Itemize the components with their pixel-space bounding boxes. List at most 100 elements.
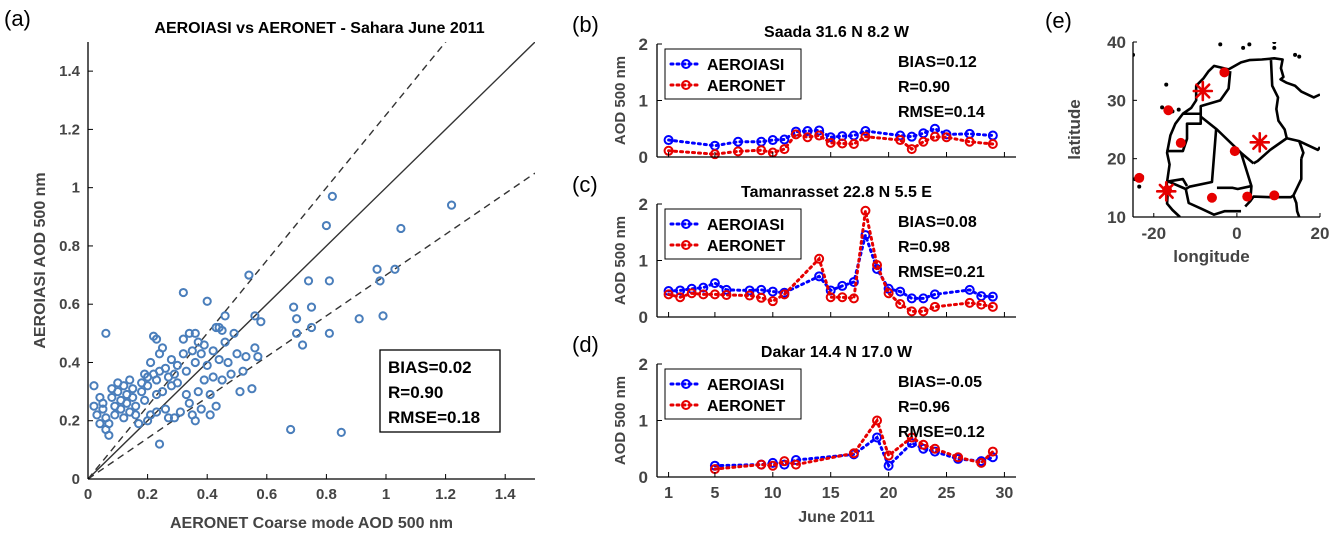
data-point bbox=[128, 384, 138, 394]
series-marker-aeroiasi bbox=[860, 126, 871, 137]
data-point bbox=[253, 352, 263, 362]
series-marker-aeronet bbox=[721, 289, 732, 300]
series-marker-aeroiasi bbox=[848, 276, 859, 287]
data-point bbox=[250, 343, 260, 353]
data-point bbox=[145, 357, 156, 368]
legend-marker bbox=[681, 240, 691, 250]
series-marker-aeronet bbox=[906, 432, 917, 443]
data-point bbox=[98, 398, 108, 408]
data-point bbox=[104, 430, 114, 440]
stats-text: BIAS=0.12 bbox=[898, 54, 977, 71]
x-tick-label: 1.4 bbox=[495, 486, 517, 503]
station-dot bbox=[1242, 191, 1253, 202]
series-marker-aeronet bbox=[848, 448, 859, 459]
data-point bbox=[321, 220, 331, 231]
series-marker-aeronet bbox=[941, 132, 952, 143]
series-marker-aeroiasi bbox=[744, 285, 755, 296]
series-line-aeronet bbox=[667, 210, 995, 313]
y-tick-label: 0 bbox=[639, 308, 648, 327]
data-point bbox=[128, 392, 138, 403]
y-tick-label: 2 bbox=[639, 355, 648, 374]
data-point bbox=[137, 387, 147, 397]
series-marker-aeronet bbox=[814, 130, 825, 141]
data-point bbox=[181, 366, 191, 376]
panel-b-saada: (b) Saada 31.6 N 8.2 W 0 1 2 AOD 500 nm AEROIA… bbox=[572, 12, 1016, 167]
data-point bbox=[178, 287, 188, 298]
y-tick-label: 0 bbox=[639, 468, 648, 487]
series-marker-aeronet bbox=[895, 135, 906, 146]
series-marker-aeroiasi bbox=[906, 293, 917, 304]
data-point bbox=[238, 366, 248, 376]
x-tick-label: 5 bbox=[710, 485, 719, 502]
y-tick-label: 20 bbox=[1107, 150, 1126, 169]
x-axis-label: June 2011 bbox=[798, 509, 875, 526]
stats-text: R=0.98 bbox=[898, 239, 950, 256]
data-point bbox=[151, 375, 162, 385]
data-point bbox=[306, 322, 317, 333]
series-marker-aeronet bbox=[872, 260, 883, 271]
data-point bbox=[199, 340, 209, 350]
series-marker-aeroiasi bbox=[895, 130, 906, 141]
stats-text: RMSE=0.14 bbox=[898, 104, 985, 121]
series-marker-aeroiasi bbox=[663, 135, 674, 146]
data-point bbox=[196, 404, 206, 414]
data-point bbox=[184, 398, 194, 408]
y-tick-label: 1.4 bbox=[59, 63, 81, 80]
series-line-aeronet bbox=[667, 132, 995, 156]
y-tick-label: 1 bbox=[72, 180, 80, 197]
data-point bbox=[166, 354, 177, 365]
data-point bbox=[187, 346, 197, 356]
data-point bbox=[217, 375, 227, 385]
data-point bbox=[256, 317, 266, 327]
stats-box bbox=[379, 349, 501, 433]
data-point bbox=[446, 200, 457, 210]
data-point bbox=[134, 419, 144, 429]
x-tick-label: 20 bbox=[1311, 224, 1330, 243]
legend-label: AEROIASI bbox=[707, 217, 784, 234]
data-point bbox=[196, 349, 206, 359]
series-marker-aeronet bbox=[663, 289, 674, 300]
series-marker-aeronet bbox=[744, 290, 755, 301]
series-marker-aeronet bbox=[790, 459, 801, 470]
y-tick-label: 1 bbox=[639, 92, 648, 111]
series-marker-aeronet bbox=[825, 292, 836, 303]
series-marker-aeronet bbox=[837, 138, 848, 149]
data-point bbox=[297, 340, 308, 350]
data-point bbox=[354, 314, 364, 324]
stats-text: RMSE=0.21 bbox=[898, 264, 985, 281]
x-tick-label: 1 bbox=[382, 486, 390, 503]
series-marker-aeronet bbox=[756, 459, 767, 470]
series-marker-aeronet bbox=[675, 292, 686, 303]
series-marker-aeronet bbox=[767, 296, 778, 307]
x-tick-label: 15 bbox=[822, 485, 840, 502]
data-point bbox=[119, 413, 129, 423]
series-marker-aeronet bbox=[698, 289, 709, 300]
border-line bbox=[1184, 188, 1242, 216]
series-marker-aeroiasi bbox=[837, 280, 848, 291]
data-point bbox=[205, 410, 215, 420]
data-point bbox=[175, 407, 185, 417]
panel-a-scatter: (a) AEROIASI vs AERONET - Sahara June 201… bbox=[4, 6, 535, 532]
station-dot bbox=[1175, 137, 1186, 148]
series-marker-aeroiasi bbox=[767, 286, 778, 297]
stats-text: R=0.90 bbox=[898, 79, 950, 96]
series-marker-aeroiasi bbox=[872, 432, 883, 443]
series-marker-aeroiasi bbox=[675, 285, 686, 296]
series-marker-aeronet bbox=[929, 443, 940, 454]
data-point bbox=[190, 357, 200, 368]
series-marker-aeroiasi bbox=[883, 460, 894, 471]
series-marker-aeroiasi bbox=[895, 286, 906, 297]
data-point bbox=[336, 427, 346, 437]
data-point bbox=[169, 369, 180, 379]
series-marker-aeronet bbox=[906, 306, 917, 317]
legend-label: AERONET bbox=[707, 78, 785, 95]
series-marker-aeronet bbox=[709, 289, 720, 300]
station-dot bbox=[1269, 190, 1280, 201]
data-point bbox=[190, 328, 200, 338]
station-dot bbox=[1134, 172, 1145, 183]
x-tick-label: 30 bbox=[996, 485, 1014, 502]
series-marker-aeronet bbox=[987, 446, 998, 457]
data-point bbox=[157, 343, 168, 353]
data-point bbox=[372, 264, 382, 274]
